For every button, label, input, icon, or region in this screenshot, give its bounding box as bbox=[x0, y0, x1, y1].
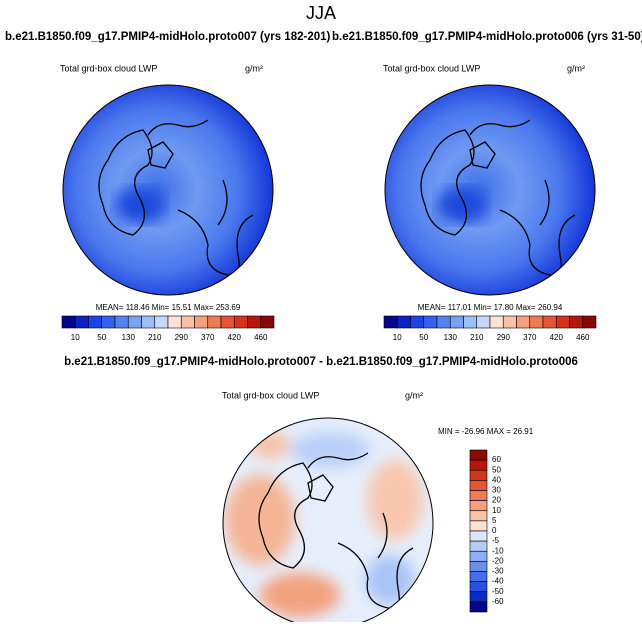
colorbar-box bbox=[516, 315, 531, 329]
colorbar-box bbox=[423, 315, 438, 329]
colorbar-label: 60 bbox=[492, 455, 501, 464]
colorbar-box bbox=[220, 315, 235, 329]
colorbar-box bbox=[88, 315, 103, 329]
colorbar-label: -30 bbox=[492, 567, 504, 576]
colorbar-box bbox=[260, 315, 275, 329]
colorbar-label: 370 bbox=[201, 333, 215, 342]
variable-label: Total grd-box cloud LWP bbox=[383, 63, 480, 73]
colorbar-box bbox=[469, 601, 488, 613]
colorbar-box bbox=[247, 315, 262, 329]
colorbar-box bbox=[469, 449, 488, 461]
panel-title: b.e21.B1850.f09_g17.PMIP4-midHolo.proto0… bbox=[5, 31, 331, 43]
colorbar-box bbox=[101, 315, 116, 329]
colorbar-box bbox=[529, 315, 544, 329]
colorbar-box bbox=[396, 315, 411, 329]
colorbar-label: 460 bbox=[254, 333, 268, 342]
map bbox=[63, 85, 273, 295]
variable-label: Total grd-box cloud LWP bbox=[222, 390, 319, 400]
colorbar-box bbox=[114, 315, 129, 329]
map-border bbox=[222, 417, 434, 627]
colorbar-label: 50 bbox=[419, 333, 428, 342]
colorbar-label: -5 bbox=[492, 536, 500, 545]
figure-title: JJA bbox=[306, 3, 336, 23]
units-label: g/m² bbox=[245, 63, 263, 73]
colorbar-box bbox=[207, 315, 222, 329]
colorbar-label: 30 bbox=[492, 486, 501, 495]
colorbar-label: 50 bbox=[492, 465, 501, 474]
colorbar-box bbox=[410, 315, 425, 329]
colorbar-box bbox=[194, 315, 209, 329]
colorbar-label: 20 bbox=[492, 496, 501, 505]
colorbar-box bbox=[167, 315, 182, 329]
colorbar-box bbox=[469, 561, 488, 572]
panel-title: b.e21.B1850.f09_g17.PMIP4-midHolo.proto0… bbox=[332, 31, 642, 43]
colorbar-label: 10 bbox=[393, 333, 402, 342]
variable-label: Total grd-box cloud LWP bbox=[60, 63, 157, 73]
colorbar-box bbox=[463, 315, 478, 329]
colorbar-box bbox=[489, 315, 504, 329]
colorbar-label: 290 bbox=[175, 333, 189, 342]
colorbar-box bbox=[61, 315, 76, 329]
colorbar-box bbox=[74, 315, 89, 329]
colorbar-box bbox=[233, 315, 248, 329]
map-border bbox=[384, 84, 596, 296]
colorbar-label: 130 bbox=[444, 333, 458, 342]
colorbar-label: 10 bbox=[71, 333, 80, 342]
map-border bbox=[62, 84, 274, 296]
colorbar-label: 40 bbox=[492, 475, 501, 484]
colorbar-label: 210 bbox=[470, 333, 484, 342]
colorbar-label: 0 bbox=[492, 526, 497, 535]
colorbar-box bbox=[180, 315, 195, 329]
map bbox=[385, 85, 595, 295]
colorbar-box bbox=[154, 315, 169, 329]
map bbox=[223, 418, 433, 627]
colorbar-box bbox=[469, 530, 488, 542]
colorbar-box bbox=[582, 315, 597, 329]
colorbar-label: 420 bbox=[550, 333, 564, 342]
colorbar-label: 290 bbox=[497, 333, 511, 342]
colorbar-label: 5 bbox=[492, 516, 497, 525]
stats: MEAN= 117.01 Min= 17.80 Max= 260.94 bbox=[418, 303, 563, 312]
colorbar-label: 210 bbox=[148, 333, 162, 342]
colorbar-box bbox=[469, 490, 488, 501]
units-label: g/m² bbox=[567, 63, 585, 73]
colorbar-box bbox=[469, 520, 488, 532]
colorbar-box bbox=[469, 500, 488, 512]
colorbar-box bbox=[569, 315, 584, 329]
colorbar-label: 10 bbox=[492, 506, 501, 515]
panel-title: b.e21.B1850.f09_g17.PMIP4-midHolo.proto0… bbox=[64, 356, 578, 368]
colorbar-box bbox=[469, 540, 488, 552]
colorbar-box bbox=[469, 591, 488, 603]
colorbar-box bbox=[383, 315, 398, 329]
stats: MEAN= 118.46 Min= 15.51 Max= 253.69 bbox=[96, 303, 241, 312]
colorbar-box bbox=[469, 581, 488, 593]
colorbar-label: -60 bbox=[492, 597, 504, 606]
colorbar-box bbox=[469, 469, 488, 481]
colorbar-label: 460 bbox=[576, 333, 590, 342]
colorbar-label: -10 bbox=[492, 546, 504, 555]
colorbar-label: 420 bbox=[228, 333, 242, 342]
colorbar-box bbox=[469, 550, 488, 562]
colorbar-label: 370 bbox=[523, 333, 537, 342]
colorbar-box bbox=[469, 571, 488, 582]
colorbar-box bbox=[127, 315, 142, 329]
colorbar-box bbox=[476, 315, 491, 329]
colorbar-box bbox=[502, 315, 517, 329]
colorbar-label: 50 bbox=[97, 333, 106, 342]
stats: MIN = -26.96 MAX = 26.91 bbox=[438, 427, 534, 436]
colorbar-label: -50 bbox=[492, 587, 504, 596]
colorbar-box bbox=[469, 480, 488, 491]
colorbar-box bbox=[436, 315, 451, 329]
colorbar-box bbox=[141, 315, 156, 329]
colorbar-label: 130 bbox=[122, 333, 136, 342]
colorbar-label: -20 bbox=[492, 556, 504, 565]
colorbar-box bbox=[469, 459, 488, 471]
colorbar-box bbox=[449, 315, 464, 329]
colorbar-box bbox=[542, 315, 557, 329]
units-label: g/m² bbox=[405, 390, 423, 400]
colorbar-box bbox=[469, 510, 488, 522]
colorbar-box bbox=[555, 315, 570, 329]
colorbar-label: -40 bbox=[492, 577, 504, 586]
